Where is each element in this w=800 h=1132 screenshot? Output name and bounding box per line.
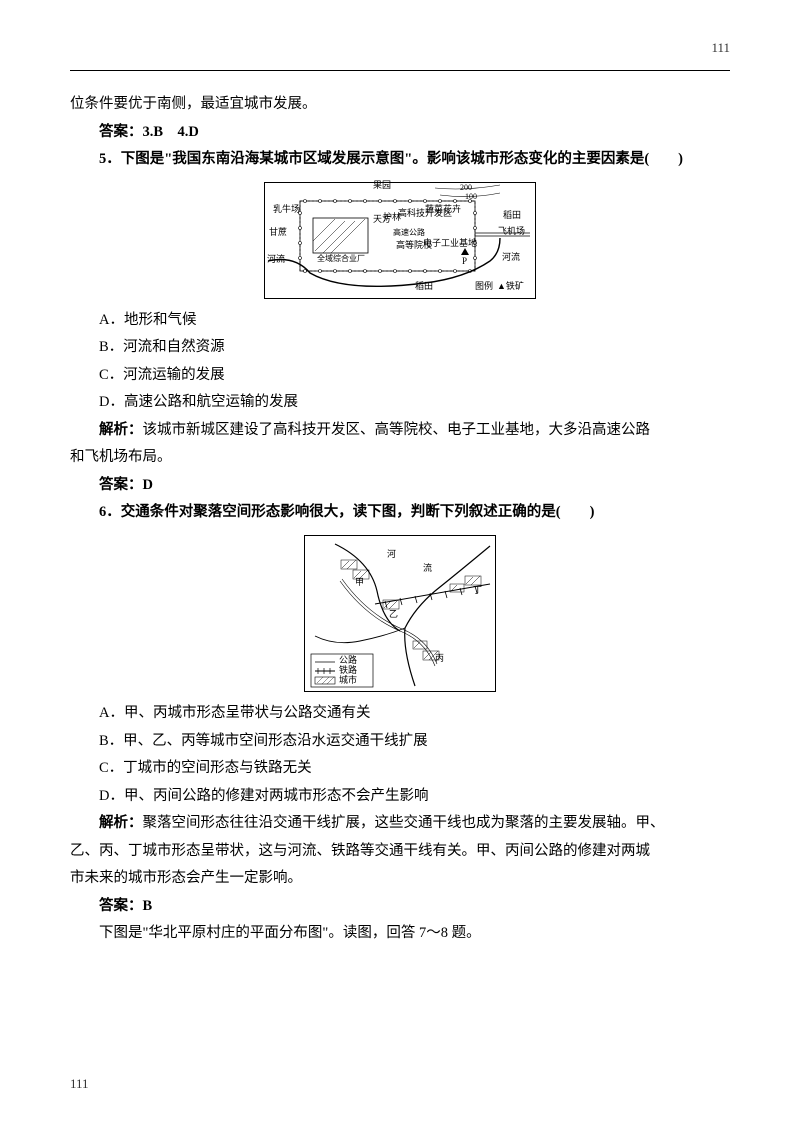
q6-answer: 答案：B: [70, 893, 730, 921]
fig2-label-liu: 流: [423, 564, 432, 574]
q5-optD: D．高速公路和航空运输的发展: [70, 389, 730, 417]
answer-3-4: 答案：3.B 4.D: [70, 119, 730, 147]
page-number-top: 111: [711, 40, 730, 56]
fig1-label-ganZhe: 甘蔗: [269, 228, 287, 238]
q5-optA: A．地形和气候: [70, 307, 730, 335]
fig1-label-feiJi: 飞机场: [498, 227, 525, 237]
q5-stem: 5．下图是"我国东南沿海某城市区域发展示意图"。影响该城市形态变化的主要因素是(…: [70, 146, 730, 174]
q5-analysis-line1: 解析：该城市新城区建设了高科技开发区、高等院校、电子工业基地，大多沿高速公路: [70, 417, 730, 445]
q6-optB: B．甲、乙、丙等城市空间形态沿水运交通干线扩展: [70, 728, 730, 756]
q5-answer: 答案：D: [70, 472, 730, 500]
fig1-label-gaoSu: 高速公路: [393, 229, 423, 238]
analysis-label-2: 解析：: [99, 815, 143, 831]
q5-analysis-line2: 和飞机场布局。: [70, 444, 730, 472]
continuation-line: 位条件要优于南侧，最适宜城市发展。: [70, 91, 730, 119]
analysis-label: 解析：: [99, 422, 143, 438]
fig1-label-gaoKeji: 高科技开发区: [398, 209, 420, 219]
content: 位条件要优于南侧，最适宜城市发展。 答案：3.B 4.D 5．下图是"我国东南沿…: [70, 91, 730, 948]
fig1-label-ruNiu: 乳牛场: [273, 205, 300, 215]
fig2-label-he: 河: [387, 550, 396, 560]
q6-optD: D．甲、丙间公路的修建对两城市形态不会产生影响: [70, 783, 730, 811]
next-intro: 下图是"华北平原村庄的平面分布图"。读图，回答 7～8 题。: [70, 920, 730, 948]
fig1-label-daoTian: 稻田: [503, 211, 521, 221]
fig2-legend-chengshi: 城市: [339, 676, 357, 686]
fig2-label-yi: 乙: [389, 610, 398, 620]
fig1-label-p: P: [462, 257, 467, 267]
fig1-label-gaoDeng: 高等院校: [396, 241, 416, 251]
q5-analysis-text1: 该城市新城区建设了高科技开发区、高等院校、电子工业基地，大多沿高速公路: [143, 422, 651, 438]
fig2-label-jia: 甲: [355, 578, 364, 588]
fig1-label-tianFang: 天方: [373, 215, 385, 225]
q6-optC: C．丁城市的空间形态与铁路无关: [70, 755, 730, 783]
fig1-label-heLiu: 河流: [267, 255, 285, 265]
q6-stem: 6．交通条件对聚落空间形态影响很大，读下图，判断下列叙述正确的是( ): [70, 499, 730, 527]
fig1-label-heLiu2: 河流: [502, 253, 520, 263]
q6-analysis-line2: 乙、丙、丁城市形态呈带状，这与河流、铁路等交通干线有关。甲、丙间公路的修建对两城: [70, 838, 730, 866]
fig1-label-teLi: 图例: [475, 282, 493, 292]
q5-figure: 200 100 乳牛场 甘蔗 河流 果园 稻田 飞机场 河流 蔬菜花卉 护林 高…: [264, 182, 536, 299]
q6-optA: A．甲、丙城市形态呈带状与公路交通有关: [70, 700, 730, 728]
top-rule: [70, 70, 730, 71]
q5-optC: C．河流运输的发展: [70, 362, 730, 390]
q5-optB: B．河流和自然资源: [70, 334, 730, 362]
fig2-label-ding: 丁: [473, 586, 482, 596]
svg-text:200: 200: [460, 183, 472, 192]
fig1-label-dianZi: 电子工业基地: [423, 239, 445, 249]
fig1-label-guoYuan: 果园: [373, 181, 391, 191]
document-page: 111 位条件要优于南侧，最适宜城市发展。 答案：3.B 4.D 5．下图是"我…: [0, 0, 800, 1132]
fig1-label-daoTian2: 稻田: [415, 282, 433, 292]
q6-analysis-text1: 聚落空间形态往往沿交通干线扩展，这些交通干线也成为聚落的主要发展轴。甲、: [143, 815, 665, 831]
q6-analysis-line1: 解析：聚落空间形态往往沿交通干线扩展，这些交通干线也成为聚落的主要发展轴。甲、: [70, 810, 730, 838]
fig1-label-tieKuang: ▲铁矿: [497, 282, 524, 292]
fig1-label-quanZhen: 全域综合业厂: [317, 255, 365, 264]
q6-figure: 甲 乙 丙 丁 河 流 公路 铁路 城市: [304, 535, 496, 692]
q6-analysis-line3: 市未来的城市形态会产生一定影响。: [70, 865, 730, 893]
page-number-bottom: 111: [70, 1076, 89, 1092]
svg-text:100: 100: [465, 192, 477, 201]
fig2-label-bing: 丙: [435, 654, 444, 664]
